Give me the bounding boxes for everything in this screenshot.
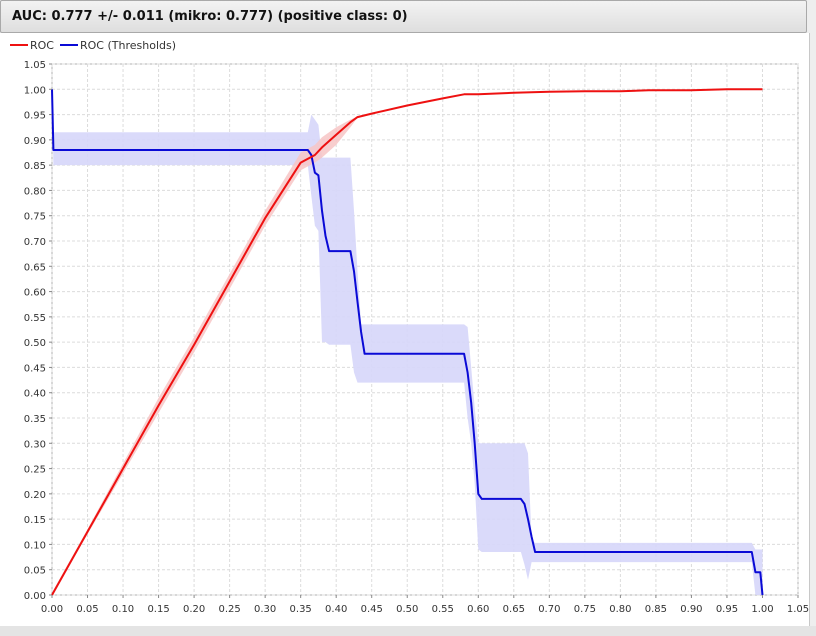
band-roc [52,89,763,596]
x-tick-label: 0.60 [467,604,489,615]
y-tick-label: 0.00 [24,591,46,602]
y-tick-label: 0.30 [24,439,46,450]
roc-chart: ROC ROC (Thresholds) 0.00 0.05 0.10 0.15 0.20… [10,39,809,615]
x-tick-label: 0.20 [183,604,205,615]
band-thresholds [52,89,763,596]
x-tick-label: 0.05 [76,604,98,615]
x-tick-label: 0.45 [361,604,383,615]
y-tick-label: 0.35 [24,414,46,425]
y-tick-label: 0.70 [24,237,46,248]
legend: ROC ROC (Thresholds) [10,39,176,52]
y-tick-label: 0.15 [24,515,46,526]
line-thresholds [51,89,764,596]
x-tick-label: 0.55 [432,604,454,615]
y-tick-label: 0.60 [24,288,46,299]
y-tick-label: 0.65 [24,262,46,273]
confidence-bands [52,89,763,596]
y-tick-label: 0.90 [24,136,46,147]
auc-title: AUC: 0.777 +/- 0.011 (mikro: 0.777) (pos… [12,9,408,24]
x-tick-label: 0.75 [574,604,596,615]
x-tick-label: 0.30 [254,604,276,615]
y-tick-label: 0.20 [24,490,46,501]
legend-label: ROC (Thresholds) [80,39,176,52]
y-tick-label: 0.40 [24,389,46,400]
x-tick-label: 0.25 [218,604,240,615]
y-tick-label: 1.00 [24,85,46,96]
x-tick-label: 1.05 [787,604,809,615]
y-tick-label: 0.85 [24,161,46,172]
x-axis: 0.00 0.05 0.10 0.15 0.20 0.25 0.30 0.35 0.40 0.45… [41,595,809,615]
series-lines [51,88,764,596]
auc-header: AUC: 0.777 +/- 0.011 (mikro: 0.777) (pos… [0,0,807,33]
chart-area: ROC ROC (Thresholds) 0.00 0.05 0.10 0.15 0.20… [0,33,810,626]
x-tick-label: 0.80 [609,604,631,615]
bottom-strip [0,626,816,636]
x-tick-label: 0.65 [503,604,525,615]
legend-label: ROC [30,39,54,52]
y-tick-label: 0.05 [24,566,46,577]
x-tick-label: 0.35 [290,604,312,615]
y-tick-label: 0.95 [24,111,46,122]
y-tick-label: 0.75 [24,212,46,223]
x-tick-label: 0.40 [325,604,347,615]
y-tick-label: 0.25 [24,465,46,476]
y-tick-label: 0.80 [24,186,46,197]
y-tick-label: 0.50 [24,338,46,349]
x-tick-label: 0.15 [147,604,169,615]
x-tick-label: 0.70 [538,604,560,615]
x-tick-label: 0.10 [112,604,134,615]
y-tick-label: 1.05 [24,60,46,71]
x-tick-label: 0.90 [680,604,702,615]
line-roc [51,88,763,596]
x-tick-label: 0.50 [396,604,418,615]
y-tick-label: 0.45 [24,363,46,374]
y-tick-label: 0.10 [24,540,46,551]
x-tick-label: 0.85 [645,604,667,615]
x-tick-label: 1.00 [751,604,773,615]
x-tick-label: 0.00 [41,604,63,615]
x-tick-label: 0.95 [716,604,738,615]
y-axis: 0.00 0.05 0.10 0.15 0.20 0.25 0.30 0.35 0.40 0.45… [24,60,52,602]
y-tick-label: 0.55 [24,313,46,324]
